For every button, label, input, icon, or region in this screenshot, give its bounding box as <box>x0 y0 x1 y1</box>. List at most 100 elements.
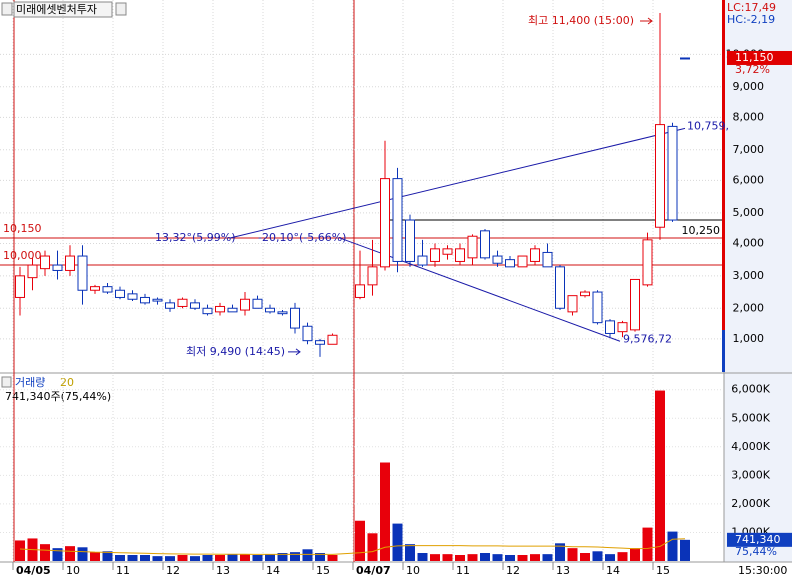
candle-body <box>542 251 553 268</box>
icon[interactable] <box>115 2 127 16</box>
candle-body <box>367 266 378 286</box>
candle-body <box>252 298 263 309</box>
volume-bar <box>380 462 390 561</box>
volume-bar <box>580 553 590 561</box>
volume-bar <box>315 553 325 561</box>
volume-bar <box>127 555 138 561</box>
candle-body <box>555 266 565 309</box>
x-tick-label: 15 <box>656 564 670 577</box>
candle-body <box>455 248 465 262</box>
y-tick-label: 7,000 <box>733 143 765 156</box>
trend-end-label: 9,576,72 <box>623 332 672 345</box>
candle-body <box>177 298 188 307</box>
arrow <box>640 17 653 25</box>
y-tick-label: 3,000K <box>731 468 770 481</box>
candle-body <box>90 286 100 291</box>
volume-bar <box>302 549 313 561</box>
price-box <box>727 50 792 65</box>
candle-body <box>302 325 313 342</box>
candle-body <box>517 255 528 268</box>
y-tick-label: 2,000K <box>731 497 770 510</box>
volume-bar <box>642 527 653 561</box>
volume-bar <box>530 554 540 561</box>
x-tick-label: 11 <box>456 564 470 577</box>
candle-body <box>667 125 678 221</box>
annotation: 최저 9,490 (14:45) <box>186 345 285 358</box>
volume-bar <box>40 544 50 561</box>
volume-bar <box>115 555 125 561</box>
candle-body <box>417 255 428 266</box>
candle-body <box>27 264 38 279</box>
volume-bar <box>567 548 578 561</box>
y-tick-label: 2,000 <box>733 301 765 314</box>
volume-bar <box>517 555 528 561</box>
volume-bar <box>290 552 300 561</box>
x-tick-label: 04/07 <box>356 564 391 577</box>
volume-bar <box>505 555 515 561</box>
candle-body <box>655 124 665 228</box>
ma-period: 20 <box>60 376 74 389</box>
volume-bar <box>77 547 88 561</box>
volume-bar <box>492 554 503 561</box>
time-label: 15:30:00 <box>738 564 787 577</box>
volume-bar <box>202 555 213 561</box>
icon[interactable] <box>1 2 13 16</box>
x-tick-label: 15 <box>316 564 330 577</box>
candle-body <box>77 255 88 291</box>
trend-label: 13,32°(5,99%) <box>155 231 236 244</box>
candle-body <box>430 248 440 262</box>
volume-bar <box>417 553 428 561</box>
volume-bar <box>177 555 188 561</box>
volume-bar <box>15 540 25 561</box>
volume-bar <box>592 551 603 561</box>
candle-body <box>580 291 590 297</box>
volume-bar <box>430 554 440 561</box>
reference-label: 10,000 <box>3 249 42 262</box>
volume-bar <box>65 546 75 561</box>
candle-body <box>277 311 288 315</box>
candle-body <box>592 291 603 324</box>
candle-body <box>40 255 50 270</box>
candle-body <box>102 286 113 293</box>
volume-bar <box>140 555 150 561</box>
y-tick-label: 3,000 <box>733 269 765 282</box>
volume-box-label: 741,340 <box>735 533 781 546</box>
volume-bar <box>277 553 288 561</box>
x-tick-label: 10 <box>406 564 420 577</box>
candle-body <box>240 298 250 311</box>
candle-body <box>327 334 338 345</box>
volume-ratio: 75,44% <box>735 545 777 558</box>
volume-bar <box>227 554 238 561</box>
y-tick-label: 9,000 <box>733 80 765 93</box>
indicator: LC:17,49 <box>727 1 776 14</box>
candle-body <box>215 305 225 313</box>
volume-bar <box>680 539 690 561</box>
volume-bar <box>190 556 200 561</box>
volume-bar <box>467 554 478 561</box>
reference-label: 10,250 <box>682 224 721 237</box>
candle-body <box>605 320 615 334</box>
volume-bar <box>392 523 403 561</box>
candle-body <box>190 302 200 309</box>
candle-body <box>530 248 540 262</box>
candle-body <box>505 259 515 268</box>
volume-bar <box>252 555 263 561</box>
candle-body <box>680 57 690 60</box>
candle-body <box>642 239 653 286</box>
indicator: HC:-2,19 <box>727 13 775 26</box>
icon[interactable] <box>1 376 12 388</box>
y-tick-label: 5,000 <box>733 206 765 219</box>
trend-line <box>229 127 686 239</box>
candle-body <box>630 278 640 331</box>
volume-summary: 741,340주(75,44%) <box>5 390 111 403</box>
candle-body <box>165 302 175 309</box>
volume-bar <box>102 551 113 561</box>
volume-bar <box>555 543 565 561</box>
volume-box <box>727 532 792 547</box>
side-strip <box>722 330 725 372</box>
y-tick-label: 1,000 <box>733 332 765 345</box>
volume-bar <box>605 554 615 561</box>
trend-label: -20,10°(-5,66%) <box>258 231 346 244</box>
volume-bar <box>165 556 175 561</box>
